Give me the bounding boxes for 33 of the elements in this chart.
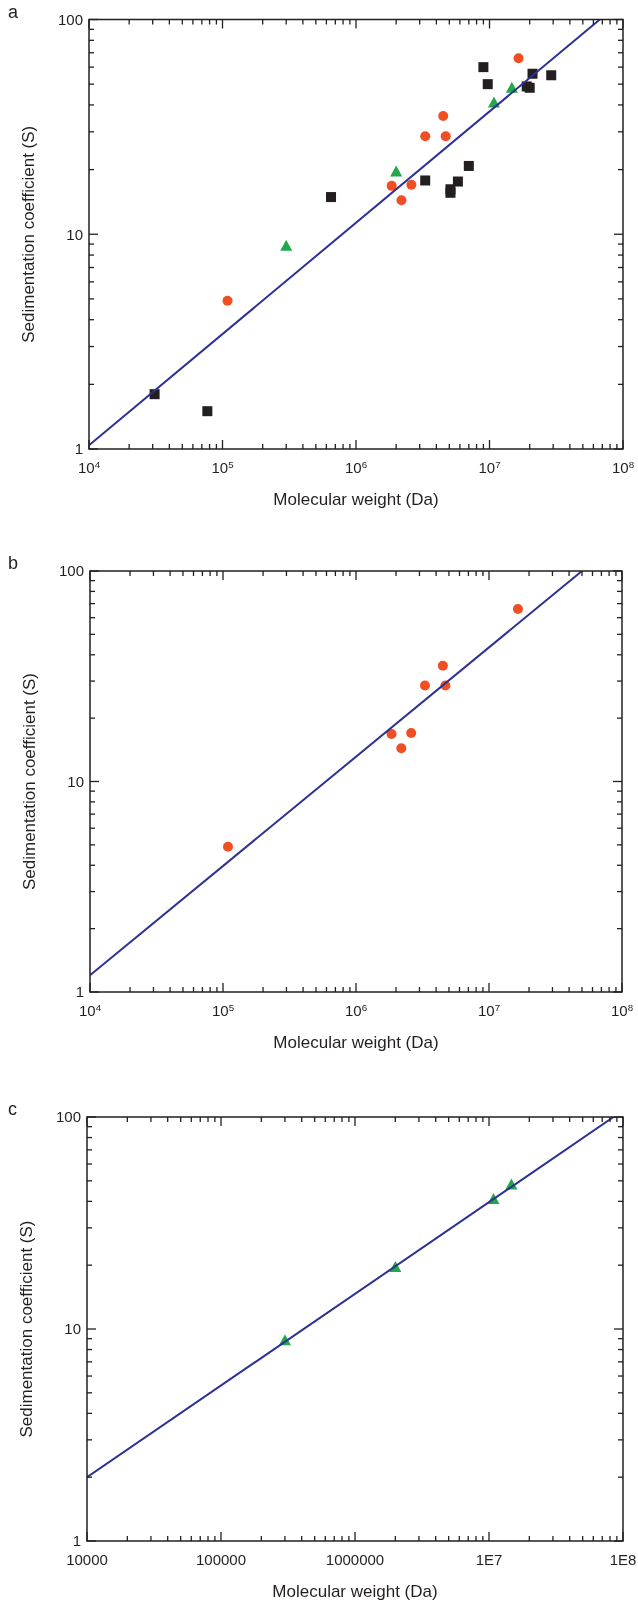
x-tick-label: 10$^{6}$ xyxy=(344,1001,368,1019)
x-tick-label: 10000 xyxy=(66,1551,108,1568)
x-tick-label: 1000000 xyxy=(325,1551,385,1568)
text: c xyxy=(8,1099,17,1119)
x-tick-label: 10$^{5}$ xyxy=(211,1001,235,1019)
x-tick-label: 10$^{4}$ xyxy=(77,458,101,476)
y-tick-label: 1 xyxy=(72,1532,81,1550)
y-tick-label: 10 xyxy=(64,1320,81,1338)
x-tick-label: 10$^{8}$ xyxy=(611,458,635,476)
x-tick-label: 10$^{5}$ xyxy=(211,458,235,476)
x-tick-label: 10$^{8}$ xyxy=(610,1001,634,1019)
x-tick-label: 1E7 xyxy=(475,1551,503,1568)
y-axis-title: Sedimentation coefficient (S) xyxy=(20,672,39,891)
x-tick-label: 10$^{6}$ xyxy=(344,458,368,476)
x-axis-title: Molecular weight (Da) xyxy=(273,490,439,509)
x-tick-label: 1E8 xyxy=(609,1551,637,1568)
y-tick-label: 10 xyxy=(67,772,84,790)
x-axis-title: Molecular weight (Da) xyxy=(273,1033,439,1052)
y-tick-label: 100 xyxy=(58,562,84,580)
y-tick-label: 1 xyxy=(74,440,83,458)
y-tick-label: 1 xyxy=(75,983,84,1001)
x-tick-label: 10$^{4}$ xyxy=(78,1001,102,1019)
y-axis-title: Sedimentation coefficient (S) xyxy=(17,1220,36,1438)
x-tick-label: 10$^{7}$ xyxy=(477,1001,501,1019)
text: a xyxy=(8,1,19,22)
y-tick-label: 100 xyxy=(57,10,83,28)
x-tick-label: 10$^{7}$ xyxy=(478,458,501,476)
x-tick-label: 100000 xyxy=(195,1551,247,1568)
y-tick-label: 10 xyxy=(66,225,83,243)
x-axis-title: Molecular weight (Da) xyxy=(272,1582,438,1601)
y-axis-title: Sedimentation coefficient (S) xyxy=(19,125,38,343)
text: b xyxy=(8,553,19,573)
y-tick-label: 100 xyxy=(55,1108,81,1126)
